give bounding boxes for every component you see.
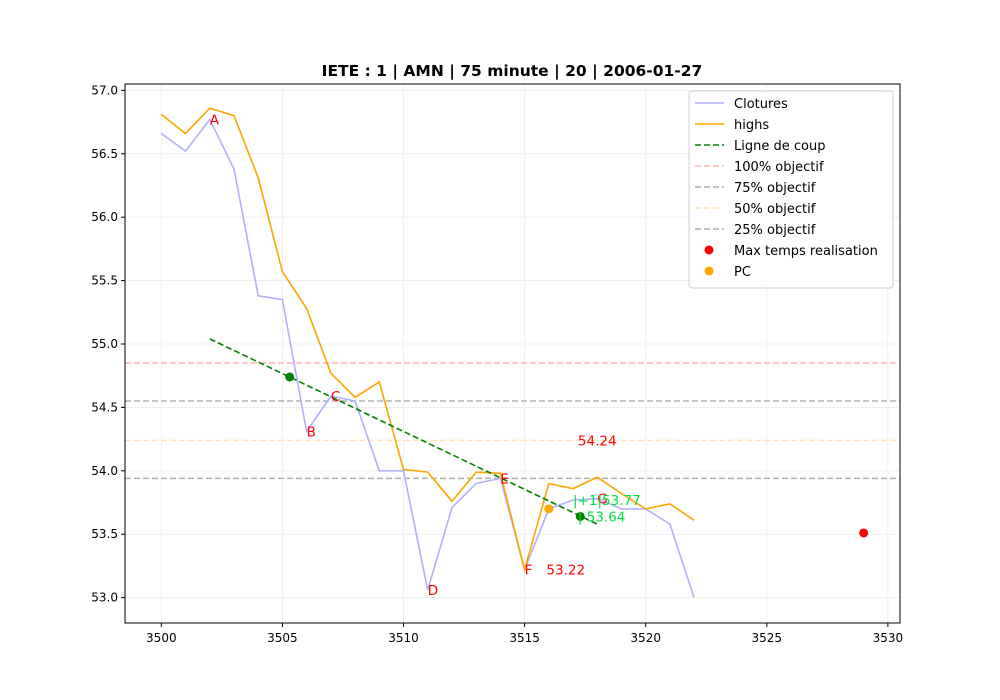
legend-label: 100% objectif — [734, 160, 824, 175]
legend-label: 75% objectif — [734, 181, 816, 196]
annotation-label: B — [307, 424, 316, 440]
annotation-label: E — [500, 471, 509, 487]
x-tick-label: 3520 — [630, 631, 661, 645]
annotation-label: 53.22 — [546, 563, 585, 579]
annotation-label: D — [428, 583, 438, 599]
annotation-label: C — [331, 389, 340, 405]
annotation-label: G — [597, 492, 607, 508]
y-tick-label: 55.0 — [91, 337, 118, 351]
y-tick-label: 53.5 — [91, 527, 118, 541]
legend-box — [688, 90, 894, 289]
annotation-label: A — [210, 113, 220, 129]
annotation-label: 54.24 — [578, 433, 617, 449]
annotation-label: |+1|53.77 — [573, 493, 641, 509]
annotation-label: F — [525, 563, 533, 579]
x-tick-label: 3505 — [267, 631, 298, 645]
chart-title: IETE : 1 | AMN | 75 minute | 20 | 2006-0… — [322, 62, 703, 81]
y-tick-label: 54.0 — [91, 464, 118, 478]
annotation-label: | 53.64 — [578, 509, 626, 525]
legend-marker — [704, 245, 714, 255]
y-tick-label: 56.0 — [91, 210, 118, 224]
series-line — [160, 117, 695, 598]
legend-marker — [704, 266, 714, 276]
legend-label: 50% objectif — [734, 202, 816, 217]
x-tick-label: 3500 — [146, 631, 177, 645]
x-tick-label: 3525 — [752, 631, 783, 645]
x-tick-label: 3530 — [873, 631, 904, 645]
x-tick-label: 3510 — [388, 631, 419, 645]
data-point — [544, 504, 554, 514]
y-tick-label: 54.5 — [91, 400, 118, 414]
y-tick-label: 55.5 — [91, 274, 118, 288]
legend-label: PC — [734, 265, 751, 280]
y-tick-label: 56.5 — [91, 147, 118, 161]
legend-label: Ligne de coup — [734, 139, 825, 154]
legend-label: highs — [734, 118, 769, 133]
series-line — [160, 107, 695, 573]
y-tick-label: 57.0 — [91, 83, 118, 97]
data-point — [285, 372, 295, 382]
legend-label: Clotures — [734, 97, 788, 112]
y-tick-label: 53.0 — [91, 591, 118, 605]
legend-label: 25% objectif — [734, 223, 816, 238]
axes-frame — [124, 83, 901, 624]
data-point — [575, 511, 585, 521]
data-point — [859, 528, 869, 538]
x-tick-label: 3515 — [509, 631, 540, 645]
legend-label: Max temps realisation — [734, 244, 878, 259]
